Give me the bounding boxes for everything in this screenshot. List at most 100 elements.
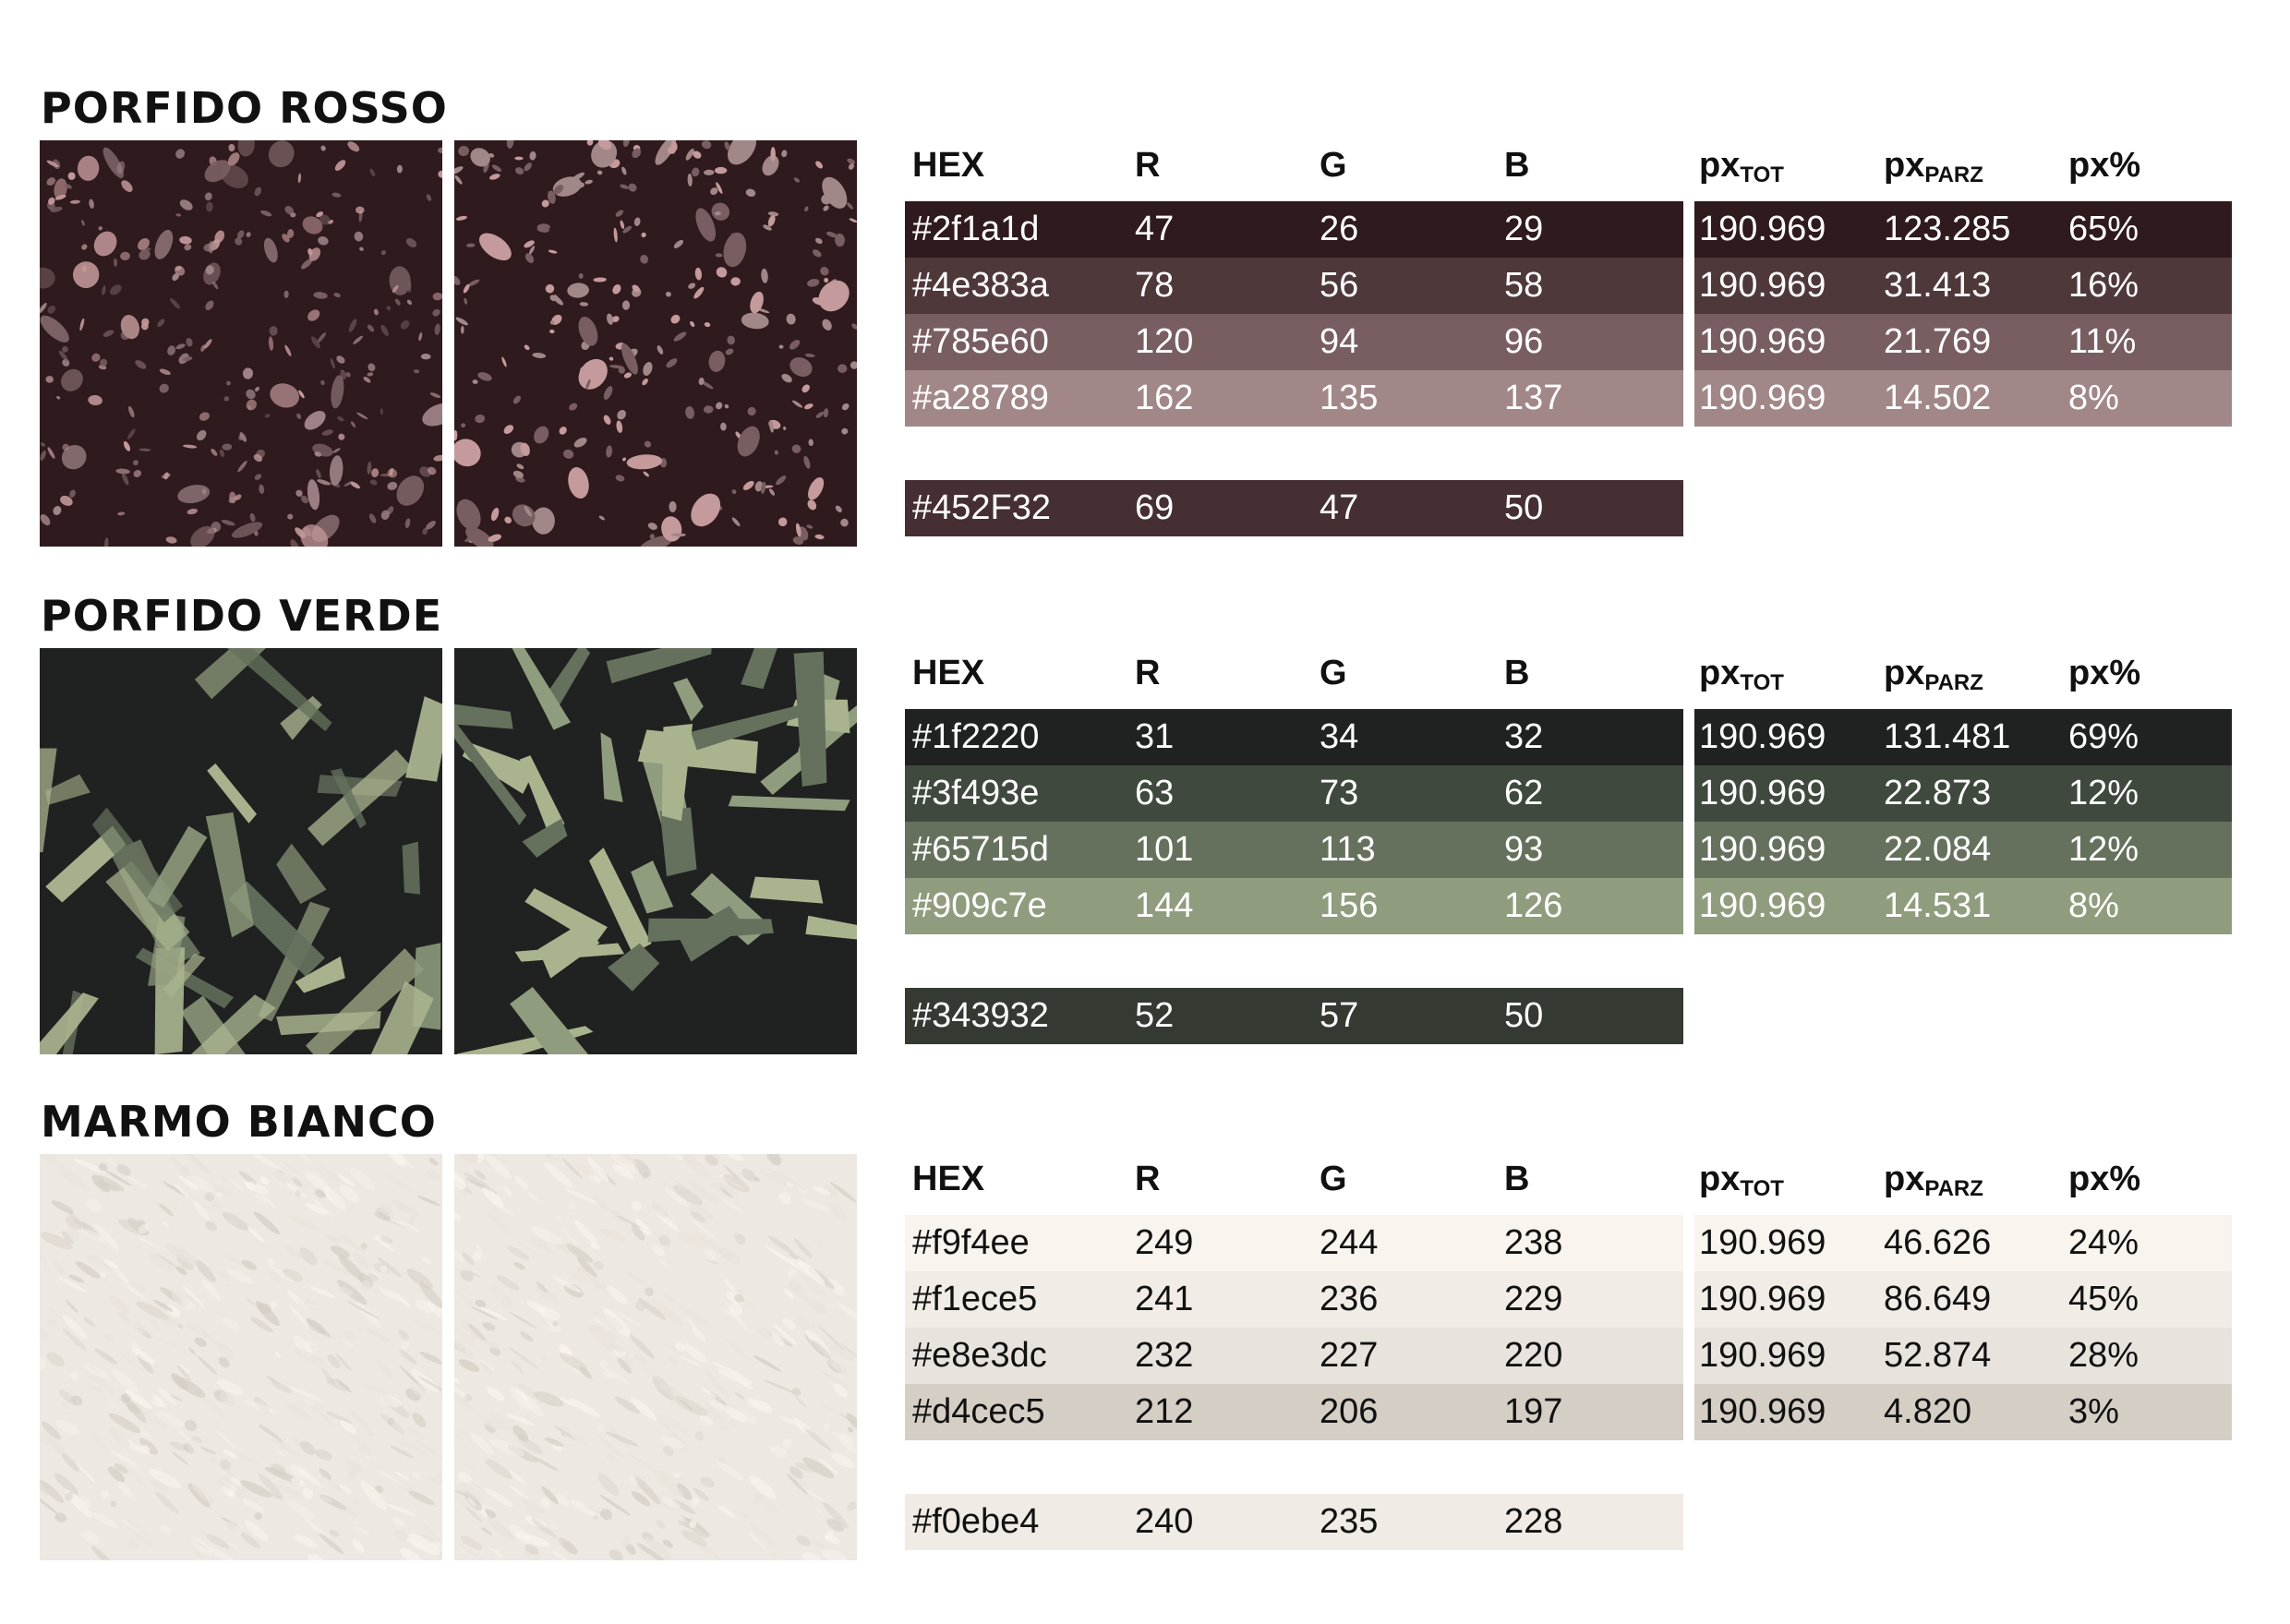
- header-b: B: [1504, 654, 1530, 692]
- pixel-row: 190.969 52.874 28%: [1694, 1328, 2232, 1384]
- pixel-row: 190.969 46.626 24%: [1694, 1215, 2232, 1271]
- section-title: MARMO BIANCO: [41, 1097, 437, 1147]
- color-row: #65715d 101 113 93: [905, 822, 1683, 878]
- average-hex-value: #452F32: [912, 488, 1052, 527]
- px-tot-value: 190.969: [1699, 1392, 1826, 1431]
- r-value: 47: [1135, 210, 1175, 248]
- hex-value: #65715d: [912, 830, 1049, 869]
- g-value: 34: [1320, 717, 1359, 756]
- header-px-parz: pxPARZ: [1884, 146, 1983, 187]
- average-hex-value: #343932: [912, 996, 1049, 1035]
- b-value: 62: [1504, 774, 1544, 812]
- header-r: R: [1135, 1160, 1161, 1198]
- hex-value: #e8e3dc: [912, 1336, 1047, 1375]
- average-color-row: #f0ebe4 240 235 228: [905, 1494, 1683, 1550]
- header-px-percent: px%: [2068, 1160, 2141, 1198]
- average-g-value: 57: [1320, 996, 1359, 1035]
- hex-value: #4e383a: [912, 266, 1049, 305]
- g-value: 94: [1320, 322, 1359, 361]
- r-value: 63: [1135, 774, 1175, 812]
- pixel-row: 190.969 14.502 8%: [1694, 370, 2232, 427]
- b-value: 197: [1504, 1392, 1563, 1431]
- color-row: #e8e3dc 232 227 220: [905, 1328, 1683, 1384]
- sample-photo: [40, 140, 442, 547]
- g-value: 135: [1320, 379, 1379, 417]
- px-percent-value: 16%: [2068, 266, 2139, 305]
- b-value: 32: [1504, 717, 1544, 756]
- b-value: 93: [1504, 830, 1544, 869]
- color-row: #a28789 162 135 137: [905, 370, 1683, 427]
- px-parz-value: 52.874: [1884, 1336, 1992, 1375]
- hex-value: #a28789: [912, 379, 1049, 417]
- header-hex: HEX: [912, 654, 985, 692]
- px-percent-value: 8%: [2068, 379, 2119, 417]
- px-parz-value: 131.481: [1884, 717, 2011, 756]
- px-parz-value: 31.413: [1884, 266, 1992, 305]
- r-value: 78: [1135, 266, 1175, 305]
- header-b: B: [1504, 1160, 1530, 1198]
- average-color-row: #343932 52 57 50: [905, 988, 1683, 1044]
- hex-value: #3f493e: [912, 774, 1040, 812]
- px-tot-value: 190.969: [1699, 774, 1826, 812]
- px-percent-value: 45%: [2068, 1280, 2139, 1318]
- b-value: 58: [1504, 266, 1544, 305]
- r-value: 101: [1135, 830, 1194, 869]
- px-parz-value: 123.285: [1884, 210, 2011, 248]
- r-value: 212: [1135, 1392, 1194, 1431]
- px-parz-value: 22.873: [1884, 774, 1992, 812]
- header-px-parz: pxPARZ: [1884, 654, 1983, 695]
- average-color-row: #452F32 69 47 50: [905, 480, 1683, 536]
- color-row: #4e383a 78 56 58: [905, 258, 1683, 314]
- b-value: 220: [1504, 1336, 1563, 1375]
- hex-value: #f1ece5: [912, 1280, 1038, 1318]
- pixel-row: 190.969 131.481 69%: [1694, 709, 2232, 765]
- px-parz-value: 4.820: [1884, 1392, 1972, 1431]
- px-parz-value: 86.649: [1884, 1280, 1992, 1318]
- color-row: #909c7e 144 156 126: [905, 878, 1683, 934]
- pixel-row: 190.969 123.285 65%: [1694, 201, 2232, 258]
- section-title: PORFIDO ROSSO: [41, 83, 448, 133]
- b-value: 229: [1504, 1280, 1563, 1318]
- px-tot-value: 190.969: [1699, 717, 1826, 756]
- b-value: 137: [1504, 379, 1563, 417]
- g-value: 206: [1320, 1392, 1379, 1431]
- header-g: G: [1320, 146, 1347, 185]
- header-px-percent: px%: [2068, 146, 2141, 185]
- px-percent-value: 65%: [2068, 210, 2139, 248]
- sample-photo: [40, 1154, 442, 1560]
- average-r-value: 69: [1135, 488, 1175, 527]
- r-value: 120: [1135, 322, 1194, 361]
- header-px-tot: pxTOT: [1699, 654, 1784, 695]
- px-percent-value: 69%: [2068, 717, 2139, 756]
- px-parz-value: 14.531: [1884, 886, 1992, 925]
- header-px-tot: pxTOT: [1699, 1160, 1784, 1201]
- average-r-value: 52: [1135, 996, 1175, 1035]
- pixel-row: 190.969 14.531 8%: [1694, 878, 2232, 934]
- average-r-value: 240: [1135, 1502, 1194, 1541]
- px-percent-value: 12%: [2068, 774, 2139, 812]
- header-r: R: [1135, 146, 1161, 185]
- r-value: 249: [1135, 1223, 1194, 1262]
- average-b-value: 228: [1504, 1502, 1563, 1541]
- px-tot-value: 190.969: [1699, 210, 1826, 248]
- r-value: 232: [1135, 1336, 1194, 1375]
- header-hex: HEX: [912, 1160, 985, 1198]
- px-tot-value: 190.969: [1699, 830, 1826, 869]
- average-b-value: 50: [1504, 488, 1544, 527]
- pixel-row: 190.969 22.084 12%: [1694, 822, 2232, 878]
- g-value: 244: [1320, 1223, 1379, 1262]
- header-hex: HEX: [912, 146, 985, 185]
- px-tot-value: 190.969: [1699, 1336, 1826, 1375]
- px-parz-value: 14.502: [1884, 379, 1992, 417]
- g-value: 227: [1320, 1336, 1379, 1375]
- g-value: 113: [1320, 830, 1376, 869]
- color-row: #785e60 120 94 96: [905, 314, 1683, 370]
- color-row: #2f1a1d 47 26 29: [905, 201, 1683, 258]
- hex-value: #2f1a1d: [912, 210, 1040, 248]
- hex-value: #785e60: [912, 322, 1049, 361]
- color-row: #f9f4ee 249 244 238: [905, 1215, 1683, 1271]
- px-percent-value: 3%: [2068, 1392, 2119, 1431]
- px-tot-value: 190.969: [1699, 886, 1826, 925]
